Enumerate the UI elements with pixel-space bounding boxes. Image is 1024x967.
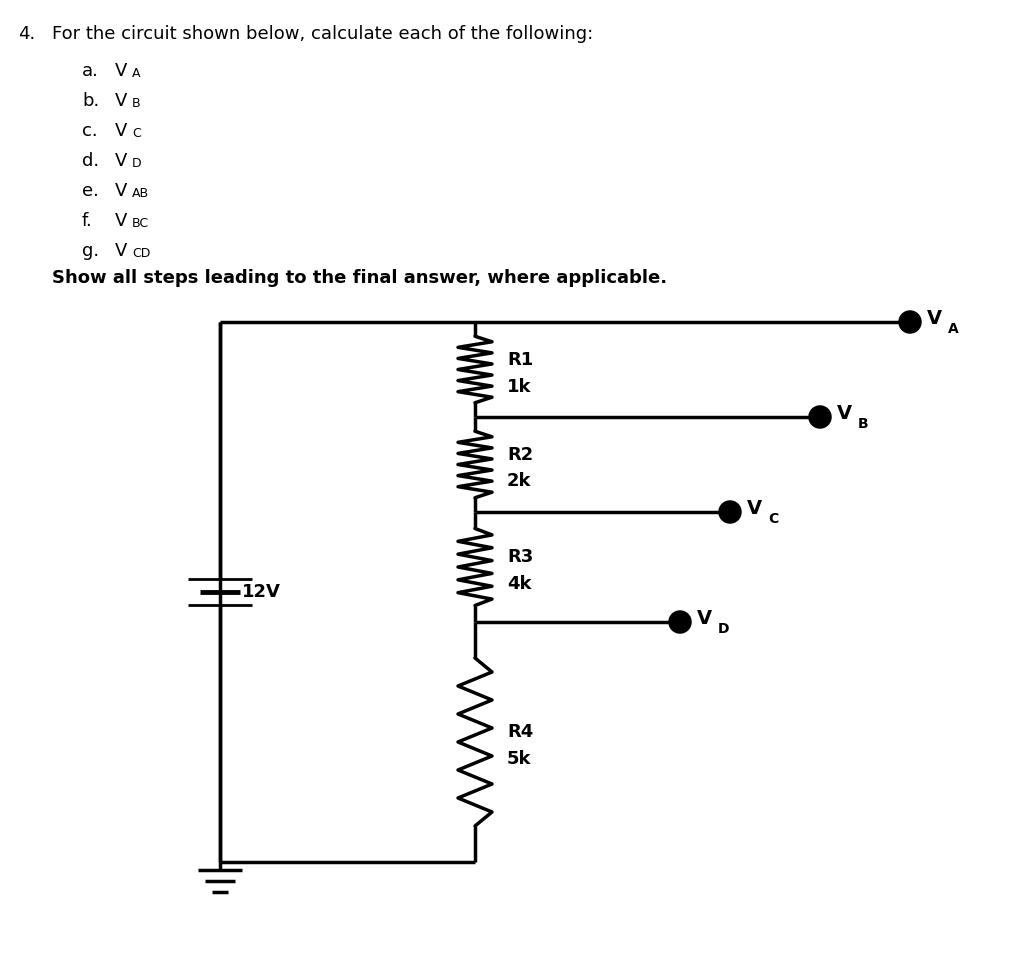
Text: V: V xyxy=(115,212,127,230)
Text: R1: R1 xyxy=(507,350,534,368)
Text: V: V xyxy=(837,403,852,423)
Text: R4: R4 xyxy=(507,723,534,741)
Text: C: C xyxy=(768,512,778,526)
Text: 1k: 1k xyxy=(507,377,531,396)
Text: 12V: 12V xyxy=(242,583,281,601)
Circle shape xyxy=(720,502,740,522)
Text: For the circuit shown below, calculate each of the following:: For the circuit shown below, calculate e… xyxy=(52,25,593,43)
Text: V: V xyxy=(115,182,127,200)
Text: V: V xyxy=(697,608,712,628)
Text: C: C xyxy=(132,127,140,140)
Text: V: V xyxy=(115,92,127,110)
Text: Show all steps leading to the final answer, where applicable.: Show all steps leading to the final answ… xyxy=(52,269,667,287)
Text: A: A xyxy=(948,322,958,336)
Text: d.: d. xyxy=(82,152,99,170)
Text: V: V xyxy=(927,308,942,328)
Text: V: V xyxy=(746,499,762,517)
Text: V: V xyxy=(115,62,127,80)
Text: R2: R2 xyxy=(507,446,534,463)
Text: D: D xyxy=(718,622,729,636)
Text: 2k: 2k xyxy=(507,473,531,490)
Text: AB: AB xyxy=(132,187,150,200)
Text: 4.: 4. xyxy=(18,25,35,43)
Circle shape xyxy=(670,612,690,632)
Text: 4k: 4k xyxy=(507,575,531,593)
Text: CD: CD xyxy=(132,247,151,260)
Text: V: V xyxy=(115,242,127,260)
Text: B: B xyxy=(132,97,140,110)
Text: R3: R3 xyxy=(507,548,534,566)
Text: V: V xyxy=(115,152,127,170)
Text: A: A xyxy=(132,67,140,80)
Text: B: B xyxy=(858,417,868,431)
Text: a.: a. xyxy=(82,62,99,80)
Text: 5k: 5k xyxy=(507,750,531,768)
Text: c.: c. xyxy=(82,122,97,140)
Text: BC: BC xyxy=(132,217,150,230)
Circle shape xyxy=(900,312,920,332)
Text: e.: e. xyxy=(82,182,99,200)
Text: g.: g. xyxy=(82,242,99,260)
Text: f.: f. xyxy=(82,212,93,230)
Text: b.: b. xyxy=(82,92,99,110)
Text: V: V xyxy=(115,122,127,140)
Text: D: D xyxy=(132,157,141,170)
Circle shape xyxy=(810,407,830,427)
